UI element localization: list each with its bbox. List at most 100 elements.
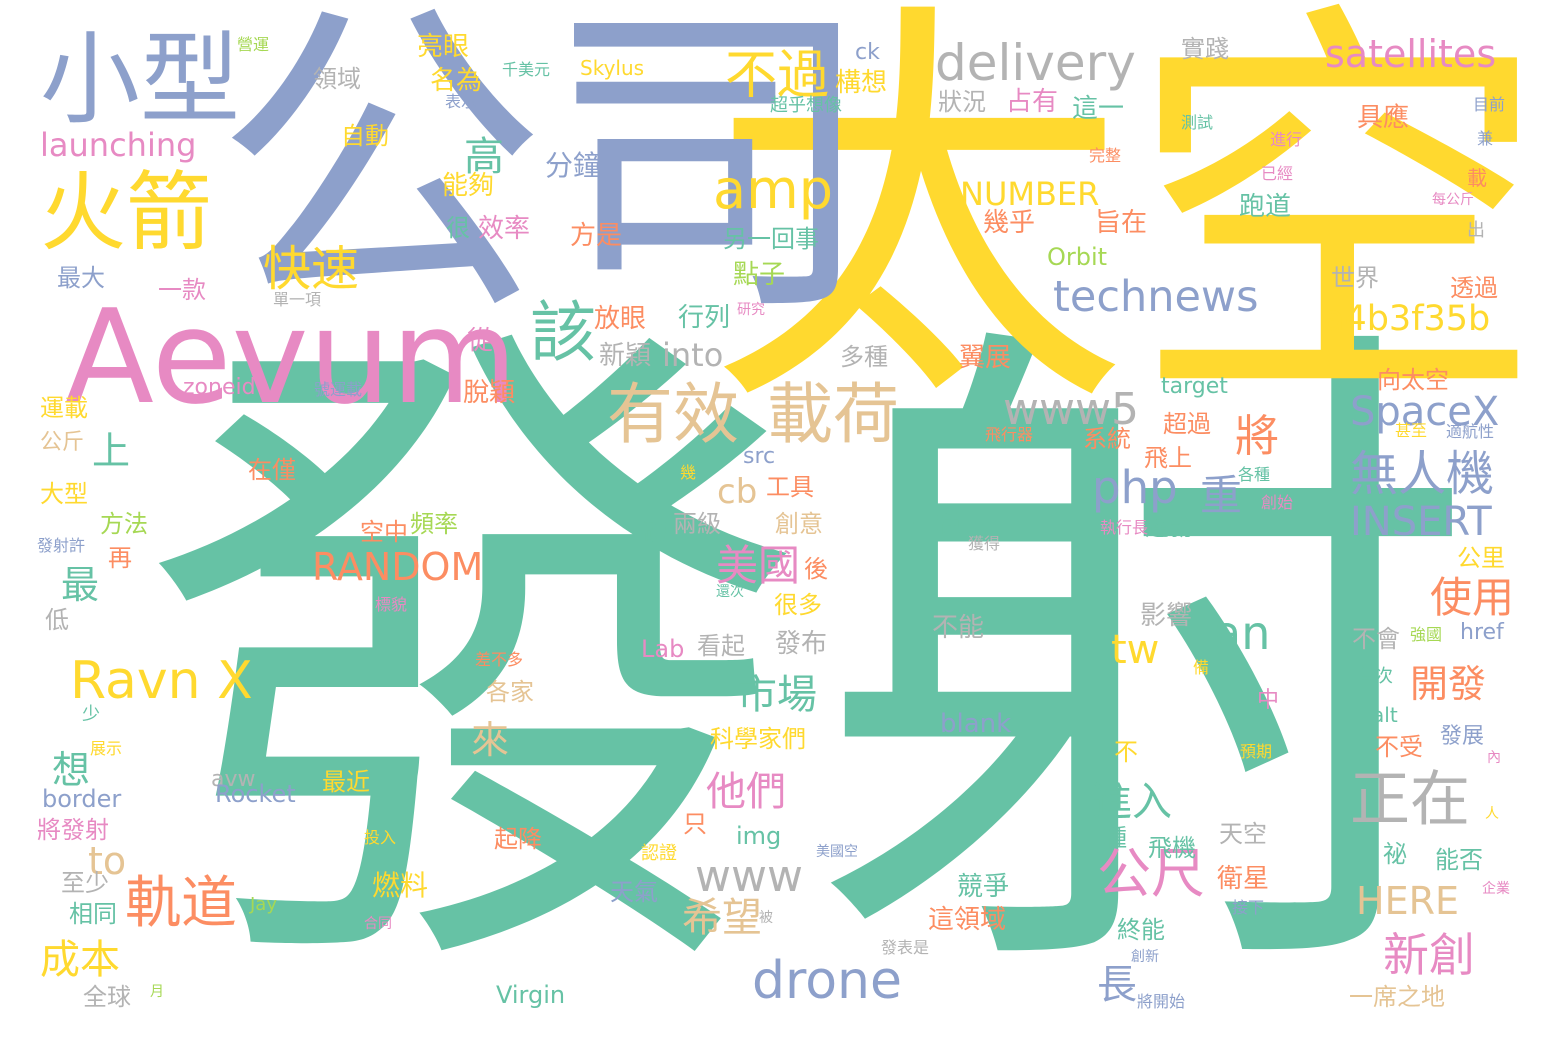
cloud-word: 長 [1097,962,1137,1008]
cloud-word: 很 [446,214,470,242]
cloud-word: 營運 [237,35,270,54]
cloud-word: SpaceX [1350,389,1500,435]
cloud-word: 美國空 [816,844,858,860]
cloud-word: 創新 [1131,949,1159,965]
cloud-word: 將開始 [1137,992,1186,1011]
cloud-word: 被 [759,910,773,926]
cloud-word: 大型 [40,480,88,508]
cloud-word: 公司 [215,0,875,357]
cloud-word: 完整 [1089,146,1122,165]
cloud-word: 發射 [140,275,1480,1052]
cloud-word: INSERT [1350,499,1492,545]
cloud-word: 快速 [263,241,360,297]
cloud-word: 千美元 [502,60,551,79]
cloud-word: 開發 [1410,662,1487,706]
cloud-word: 構想 [835,68,888,98]
cloud-word: 多種 [840,343,888,371]
cloud-word: 實踐 [1181,35,1229,63]
cloud-word: 公斤 [40,430,85,455]
cloud-word: 執行長 [1100,518,1149,537]
cloud-word: 高 [464,134,504,180]
cloud-word: 人 [1485,806,1499,822]
cloud-word: 正在 [1350,765,1470,835]
cloud-word: 中 [1257,688,1280,713]
cloud-word: 兼 [1477,129,1494,148]
cloud-word: 這領域 [928,905,1007,935]
cloud-word: 各種 [1238,465,1271,484]
cloud-word: 幾乎 [983,208,1036,238]
cloud-word: 美國 [716,541,801,590]
cloud-word: 能夠 [442,171,495,201]
cloud-word: 重 [1200,471,1243,520]
cloud-word: 磅 [643,518,667,546]
cloud-word: technews [1053,272,1259,322]
cloud-word: border [42,785,122,813]
cloud-word: 新穎 [599,341,652,371]
cloud-word: img [736,822,782,850]
cloud-word: 差不多 [475,650,524,669]
cloud-word: 無人機 [1350,446,1495,502]
cloud-word: 標貌 [375,595,408,614]
cloud-word: 再 [108,544,132,572]
cloud-word: 來 [471,718,510,762]
cloud-word: 頻率 [410,510,458,538]
cloud-word: 起降 [494,825,542,853]
cloud-word: 號運載 [314,380,363,399]
cloud-word: 狀況 [938,88,986,116]
cloud-word: 合同 [364,916,392,932]
cloud-word: 方是 [570,221,623,251]
cloud-word: 全球 [83,983,131,1011]
cloud-word: 不過 [725,46,830,106]
cloud-word: 分鐘 [545,149,602,182]
cloud-word: 企業 [1482,881,1510,897]
cloud-word: Rocket [215,780,296,808]
cloud-word: 祕 [1383,840,1407,868]
cloud-word: cb [717,472,758,512]
cloud-word: 該 [530,294,596,371]
cloud-word: 甚至 [1395,421,1428,440]
cloud-word: 市場 [737,672,817,718]
cloud-word: 火箭 [40,163,212,263]
cloud-word: 終能 [1117,916,1165,944]
cloud-word: 發射許 [37,536,86,555]
cloud-word: 占有 [1006,87,1059,117]
cloud-word: 燃料 [372,869,429,902]
cloud-word: 進入 [1092,779,1172,825]
cloud-word: 從 [467,326,494,356]
cloud-word: 飛上 [1144,444,1192,472]
cloud-word: alt [1372,703,1398,727]
cloud-word: 影響 [1140,601,1193,631]
cloud-word: RANDOM [312,545,484,589]
cloud-word: 不受 [1375,733,1423,761]
cloud-word: src [743,444,776,469]
cloud-word: zoneid [183,375,256,400]
cloud-word: 將 [1235,411,1279,462]
cloud-word: 翼展 [959,343,1012,373]
cloud-word: 接下 [1232,898,1265,917]
cloud-word: Skylus [580,56,645,80]
cloud-word: 蓬勃 [1145,513,1193,541]
cloud-word: 系統 [1083,425,1131,453]
cloud-word: 載 [1467,166,1487,190]
cloud-word: 投入 [364,828,397,847]
cloud-word: 內 [1487,750,1501,766]
cloud-word: 自動 [341,122,389,150]
cloud-word: 出 [1467,220,1485,241]
cloud-word: a4b3f35b [1323,299,1491,339]
cloud-word: 成本 [40,937,120,983]
cloud-word: 他們 [706,769,786,815]
cloud-word: launching [40,126,197,164]
cloud-word: 想 [52,748,91,792]
cloud-word: 獲得 [968,534,1001,553]
cloud-word: HERE [1356,879,1459,923]
cloud-word: 在僅 [248,456,296,484]
cloud-word: 效率 [478,214,531,244]
cloud-word: 表示 [445,92,478,111]
cloud-word: 脫穎 [463,378,516,408]
cloud-word: 一席之地 [1349,983,1445,1011]
cloud-word: 最近 [322,768,370,796]
cloud-word: 上 [92,429,131,473]
cloud-word: 天氣 [610,878,658,906]
cloud-word: 這一 [1072,94,1125,124]
